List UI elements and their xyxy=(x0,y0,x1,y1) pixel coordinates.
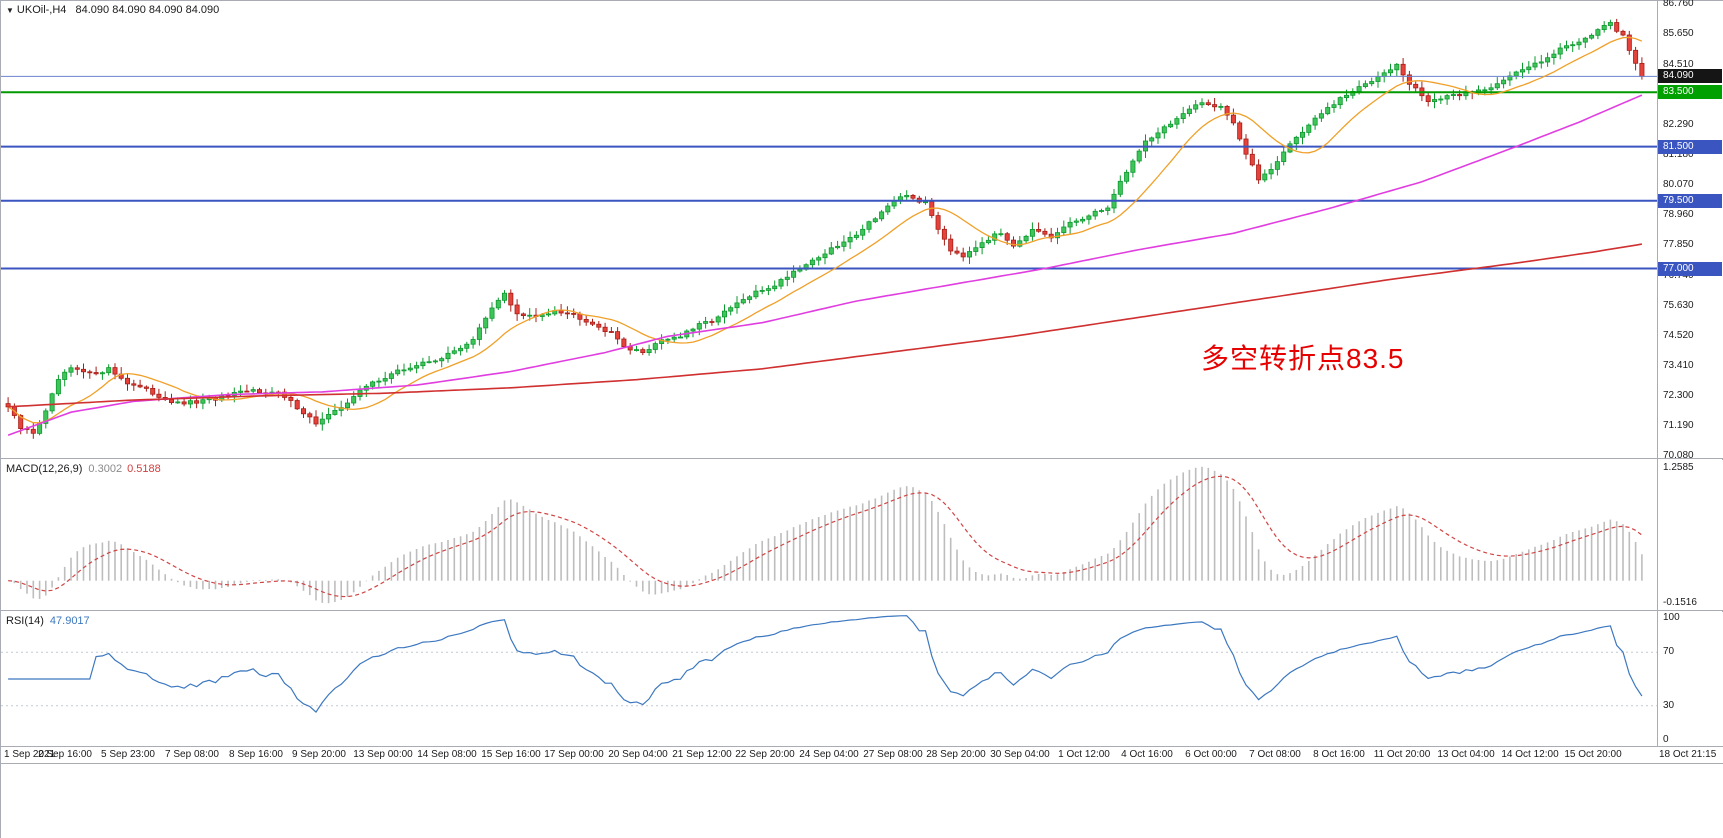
panel-divider[interactable] xyxy=(1,458,1723,459)
price-axis-label: 80.070 xyxy=(1663,179,1694,190)
price-level-badge[interactable]: 79.500 xyxy=(1658,194,1722,208)
time-label: 14 Oct 12:00 xyxy=(1501,749,1559,760)
macd-axis[interactable]: 1.2585 -0.1516 xyxy=(1658,460,1723,610)
rsi-axis-label: 100 xyxy=(1663,612,1680,623)
price-axis-label: 75.630 xyxy=(1663,300,1694,311)
time-label: 8 Oct 16:00 xyxy=(1313,749,1365,760)
time-label: 30 Sep 04:00 xyxy=(990,749,1050,760)
symbol-name: UKOil-,H4 xyxy=(16,4,67,16)
price-axis[interactable]: 86.760 85.650 84.510 82.290 81.180 80.070 78.9… xyxy=(1658,0,1723,461)
time-label: 22 Sep 20:00 xyxy=(735,749,795,760)
macd-axis-label: -0.1516 xyxy=(1663,597,1697,608)
macd-axis-label: 1.2585 xyxy=(1663,462,1694,473)
time-label: 7 Oct 08:00 xyxy=(1249,749,1301,760)
time-label: 21 Sep 12:00 xyxy=(672,749,732,760)
time-label: 6 Oct 00:00 xyxy=(1185,749,1237,760)
price-axis-label: 86.760 xyxy=(1663,0,1694,9)
time-label: 4 Oct 16:00 xyxy=(1121,749,1173,760)
macd-panel[interactable]: MACD(12,26,9) 0.3002 0.5188 xyxy=(1,460,1657,610)
rsi-value: 47.9017 xyxy=(49,615,90,627)
time-label: 27 Sep 08:00 xyxy=(863,749,923,760)
time-axis[interactable]: 1 Sep 2021 2 Sep 16:00 5 Sep 23:00 7 Sep 08… xyxy=(1,746,1723,763)
macd-title: MACD(12,26,9) 0.3002 0.5188 xyxy=(6,463,161,475)
time-label: 13 Sep 00:00 xyxy=(353,749,413,760)
rsi-axis-label: 70 xyxy=(1663,646,1675,657)
time-label: 7 Sep 08:00 xyxy=(165,749,219,760)
time-label: 1 Sep 2021 xyxy=(4,749,56,760)
time-label: 13 Oct 04:00 xyxy=(1437,749,1495,760)
time-label: 9 Sep 20:00 xyxy=(292,749,346,760)
price-axis-label: 84.510 xyxy=(1663,59,1694,70)
symbol-ohlc: 84.090 84.090 84.090 84.090 xyxy=(75,4,220,16)
price-axis-label: 74.520 xyxy=(1663,330,1694,341)
macd-chart-canvas[interactable] xyxy=(1,460,1657,610)
macd-label: MACD(12,26,9) xyxy=(6,463,83,475)
time-label: 2 Sep 16:00 xyxy=(38,749,92,760)
price-axis-label: 73.410 xyxy=(1663,360,1694,371)
bottom-empty-panel xyxy=(1,763,1723,838)
time-label: 5 Sep 23:00 xyxy=(101,749,155,760)
macd-value-signal: 0.5188 xyxy=(127,463,161,475)
time-label: 28 Sep 20:00 xyxy=(926,749,986,760)
rsi-axis[interactable]: 100 70 30 0 xyxy=(1658,612,1723,746)
rsi-panel[interactable]: RSI(14) 47.9017 xyxy=(1,612,1657,746)
chart-dropdown-icon[interactable]: ▼ xyxy=(6,6,14,15)
price-axis-label: 72.300 xyxy=(1663,390,1694,401)
rsi-chart-canvas[interactable] xyxy=(1,612,1657,746)
price-axis-label: 77.850 xyxy=(1663,239,1694,250)
time-label: 24 Sep 04:00 xyxy=(799,749,859,760)
macd-value-main: 0.3002 xyxy=(88,463,123,475)
chart-annotation-text[interactable]: 多空转折点83.5 xyxy=(1201,343,1405,374)
symbol-title: ▼ UKOil-,H4 84.090 84.090 84.090 84.090 xyxy=(6,4,219,16)
price-level-badge[interactable]: 84.090 xyxy=(1658,69,1722,83)
price-axis-label: 85.650 xyxy=(1663,28,1694,39)
price-level-badge[interactable]: 83.500 xyxy=(1658,85,1722,99)
panel-divider[interactable] xyxy=(1,610,1723,611)
rsi-title: RSI(14) 47.9017 xyxy=(6,615,90,627)
axis-border xyxy=(1657,1,1658,746)
time-label: 15 Oct 20:00 xyxy=(1564,749,1622,760)
rsi-axis-label: 0 xyxy=(1663,734,1669,745)
rsi-axis-label: 30 xyxy=(1663,700,1675,711)
price-chart-canvas[interactable] xyxy=(1,1,1657,458)
time-label: 11 Oct 20:00 xyxy=(1373,749,1431,760)
price-level-badge[interactable]: 77.000 xyxy=(1658,262,1722,276)
time-label: 20 Sep 04:00 xyxy=(608,749,668,760)
price-panel[interactable]: ▼ UKOil-,H4 84.090 84.090 84.090 84.090 xyxy=(1,1,1657,458)
time-label: 1 Oct 12:00 xyxy=(1058,749,1110,760)
rsi-label: RSI(14) xyxy=(6,615,44,627)
time-label: 18 Oct 21:15 xyxy=(1659,749,1717,760)
price-axis-label: 71.190 xyxy=(1663,420,1694,431)
time-label: 14 Sep 08:00 xyxy=(417,749,477,760)
price-level-badge[interactable]: 81.500 xyxy=(1658,140,1722,154)
price-axis-label: 78.960 xyxy=(1663,209,1694,220)
time-label: 8 Sep 16:00 xyxy=(229,749,283,760)
price-axis-label: 70.080 xyxy=(1663,450,1694,461)
time-label: 15 Sep 16:00 xyxy=(481,749,541,760)
price-axis-label: 82.290 xyxy=(1663,119,1694,130)
price-axis-label: 81.180 xyxy=(1663,149,1694,160)
time-label: 17 Sep 00:00 xyxy=(544,749,604,760)
